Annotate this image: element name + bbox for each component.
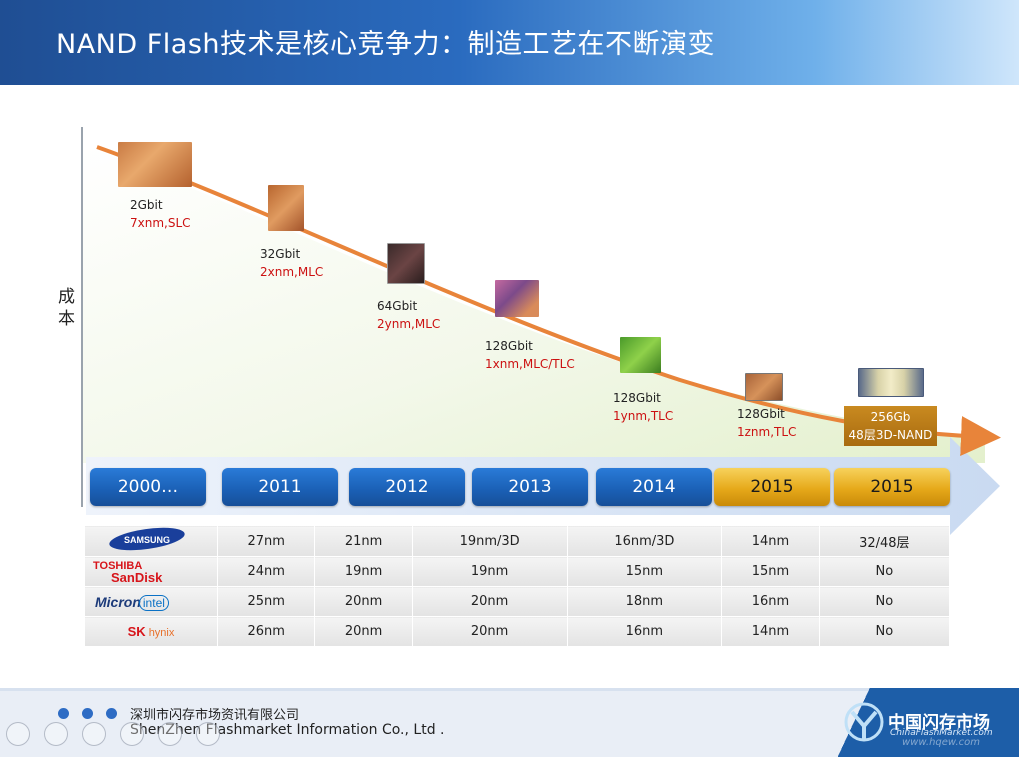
- slide-header: NAND Flash技术是核心竞争力：制造工艺在不断演变: [0, 0, 1019, 85]
- chip-image-2gbit: [118, 142, 192, 187]
- milestone-label: 64Gbit 2ynm,MLC: [377, 297, 440, 333]
- table-cell: 32/48层: [818, 525, 951, 557]
- chip-image-128gbit-1x: [495, 280, 539, 317]
- milestone-capacity: 64Gbit: [377, 299, 418, 313]
- brand-logo-icon: [844, 702, 884, 742]
- timeline-year: 2015: [834, 468, 950, 506]
- table-cell: No: [818, 586, 951, 617]
- highlight-line2: 48层3D-NAND: [848, 428, 933, 442]
- table-cell: 27nm: [216, 525, 316, 557]
- table-cell: 16nm: [721, 586, 820, 617]
- sk-hynix-logo: SK hynix: [84, 616, 218, 647]
- vendor-name: SAMSUNG: [124, 535, 170, 545]
- milestone-label: 2Gbit 7xnm,SLC: [130, 196, 191, 232]
- table-cell: 14nm: [721, 525, 820, 557]
- samsung-logo: SAMSUNG: [84, 525, 218, 557]
- watermark-text: www.hqew.com: [902, 737, 980, 748]
- slides-grid-icon[interactable]: [120, 722, 144, 746]
- table-cell: 20nm: [314, 586, 413, 617]
- highlight-chip-label: 256Gb 48层3D-NAND: [844, 406, 937, 446]
- milestone-capacity: 128Gbit: [613, 391, 661, 405]
- chip-image-3d-nand: [858, 368, 924, 397]
- chip-image-128gbit-1y: [620, 337, 661, 373]
- timeline-year: 2011: [222, 468, 338, 506]
- milestone-process: 2xnm,MLC: [260, 265, 324, 279]
- timeline-year: 2013: [472, 468, 588, 506]
- chip-image-32gbit: [268, 185, 304, 231]
- table-cell: 20nm: [314, 616, 413, 647]
- toshiba-sandisk-logo: TOSHIBA SanDisk: [84, 556, 218, 587]
- milestone-capacity: 128Gbit: [485, 339, 533, 353]
- table-cell: 25nm: [216, 586, 316, 617]
- table-cell: 24nm: [216, 556, 316, 587]
- micron-intel-logo: Micron intel: [84, 586, 218, 617]
- milestone-capacity: 2Gbit: [130, 198, 163, 212]
- more-options-icon[interactable]: [196, 722, 220, 746]
- table-cell: 18nm: [566, 586, 723, 617]
- milestone-process: 7xnm,SLC: [130, 216, 191, 230]
- bullet-dot-icon: [82, 708, 93, 719]
- table-cell: 19nm: [314, 556, 413, 587]
- table-cell: 21nm: [314, 525, 413, 557]
- pen-icon[interactable]: [82, 722, 106, 746]
- table-cell: 15nm: [721, 556, 820, 587]
- milestone-label: 128Gbit 1znm,TLC: [737, 405, 796, 441]
- slide-footer: 深圳市闪存市场资讯有限公司 ShenZhen Flashmarket Infor…: [0, 688, 1019, 757]
- chip-image-128gbit-1z: [745, 373, 783, 401]
- bullet-dot-icon: [58, 708, 69, 719]
- footer-divider: [0, 688, 1019, 691]
- milestone-process: 1ynm,TLC: [613, 409, 674, 423]
- milestone-label: 128Gbit 1xnm,MLC/TLC: [485, 337, 575, 373]
- table-row: TOSHIBA SanDisk 24nm 19nm 19nm 15nm 15nm…: [84, 556, 951, 587]
- table-cell: 19nm/3D: [411, 525, 568, 557]
- table-cell: 16nm/3D: [566, 525, 723, 557]
- milestone-process: 1znm,TLC: [737, 425, 797, 439]
- vendor-process-table: SAMSUNG 27nm 21nm 19nm/3D 16nm/3D 14nm 3…: [84, 525, 951, 647]
- table-cell: No: [818, 556, 951, 587]
- timeline-year: 2012: [349, 468, 465, 506]
- table-row: SK hynix 26nm 20nm 20nm 16nm 14nm No: [84, 616, 951, 647]
- table-cell: 14nm: [721, 616, 820, 647]
- table-cell: 20nm: [411, 586, 568, 617]
- table-cell: 20nm: [411, 616, 568, 647]
- milestone-label: 128Gbit 1ynm,TLC: [613, 389, 673, 425]
- bullet-dot-icon: [106, 708, 117, 719]
- table-row: Micron intel 25nm 20nm 20nm 18nm 16nm No: [84, 586, 951, 617]
- company-name-cn: 深圳市闪存市场资讯有限公司: [130, 708, 300, 723]
- table-cell: 16nm: [566, 616, 723, 647]
- highlight-line1: 256Gb: [870, 410, 911, 424]
- table-row: SAMSUNG 27nm 21nm 19nm/3D 16nm/3D 14nm 3…: [84, 525, 951, 557]
- prev-slide-icon[interactable]: [6, 722, 30, 746]
- milestone-process: 2ynm,MLC: [377, 317, 441, 331]
- slide-title: NAND Flash技术是核心竞争力：制造工艺在不断演变: [56, 29, 715, 60]
- brand-url: ChinaFlashMarket.com: [890, 728, 993, 738]
- timeline-year: 2000…: [90, 468, 206, 506]
- milestone-capacity: 128Gbit: [737, 407, 785, 421]
- timeline-year: 2014: [596, 468, 712, 506]
- table-cell: 19nm: [411, 556, 568, 587]
- milestone-process: 1xnm,MLC/TLC: [485, 357, 575, 371]
- table-cell: 26nm: [216, 616, 316, 647]
- milestone-label: 32Gbit 2xnm,MLC: [260, 245, 323, 281]
- next-slide-icon[interactable]: [44, 722, 68, 746]
- table-cell: 15nm: [566, 556, 723, 587]
- milestone-capacity: 32Gbit: [260, 247, 301, 261]
- brand-name: 中国闪存市场: [888, 713, 990, 733]
- table-cell: No: [818, 616, 951, 647]
- chip-image-64gbit: [387, 243, 425, 284]
- zoom-icon[interactable]: [158, 722, 182, 746]
- samsung-logo-graphic: SAMSUNG: [109, 527, 185, 551]
- timeline-year: 2015: [714, 468, 830, 506]
- cost-area: [82, 145, 985, 463]
- y-axis-label: 成本: [58, 287, 75, 329]
